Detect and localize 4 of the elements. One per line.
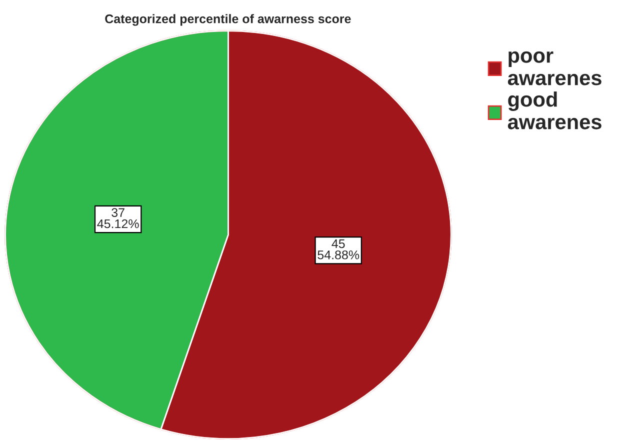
data-label: 37 45.12%: [97, 208, 139, 228]
data-label: 45 54.88%: [318, 239, 360, 260]
chart-title: Categorized percentile of awarness score: [105, 14, 351, 26]
legend-label: good awarenes: [508, 91, 602, 130]
